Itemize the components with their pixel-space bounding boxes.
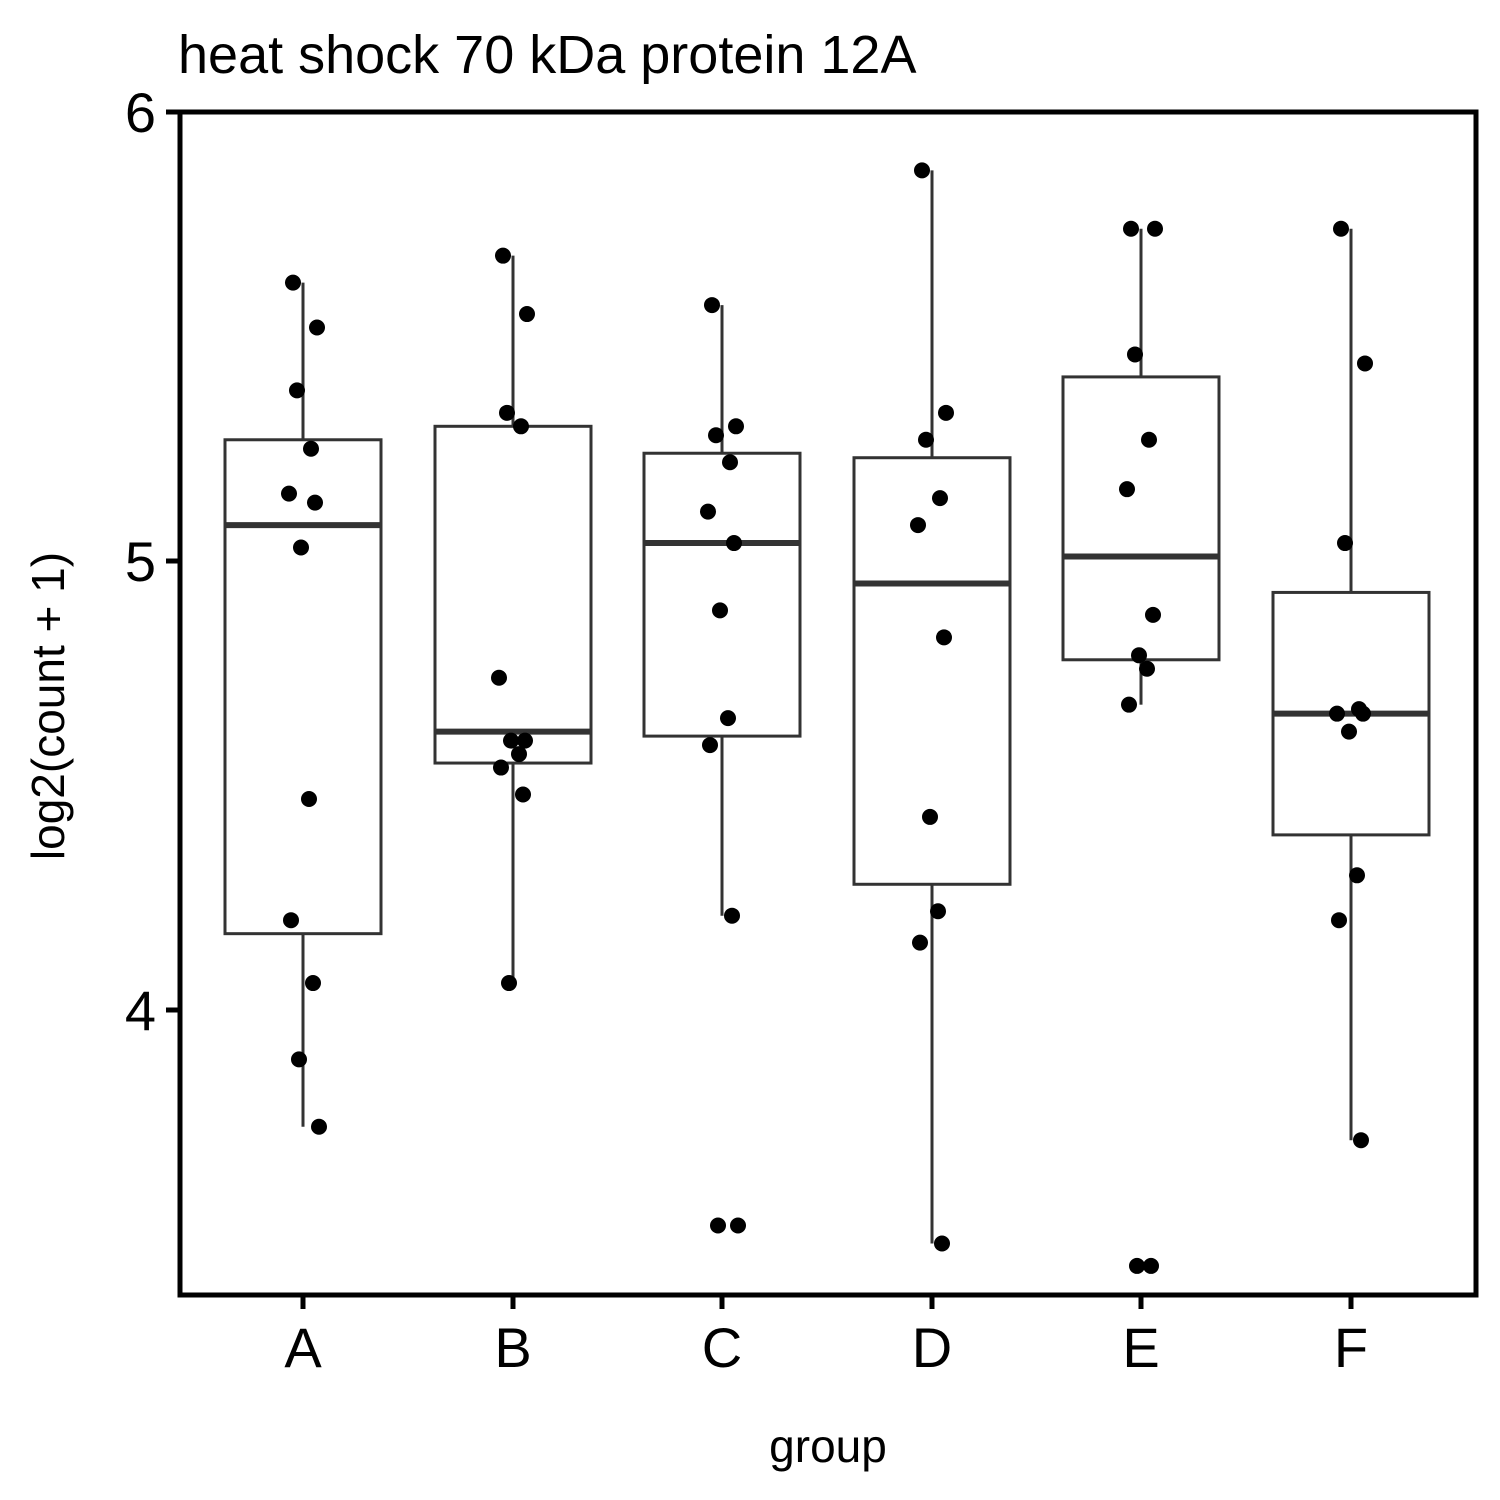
point-A-3 bbox=[289, 382, 305, 399]
point-E-1 bbox=[1123, 220, 1139, 237]
point-C-8 bbox=[720, 710, 736, 727]
point-B-2 bbox=[519, 306, 535, 323]
point-D-5 bbox=[910, 517, 926, 534]
point-D-1 bbox=[914, 162, 930, 179]
point-D-9 bbox=[912, 934, 928, 951]
point-D-8 bbox=[930, 903, 946, 920]
point-E-9 bbox=[1121, 696, 1137, 713]
point-C-9 bbox=[702, 737, 718, 754]
point-C-2 bbox=[728, 418, 744, 435]
y-axis: 4 5 6 bbox=[125, 81, 180, 1042]
point-C-12 bbox=[730, 1217, 746, 1234]
plot-area bbox=[223, 162, 1431, 1274]
point-F-1 bbox=[1333, 220, 1349, 237]
point-F-9 bbox=[1331, 912, 1347, 929]
box-A bbox=[223, 438, 383, 936]
point-C-11 bbox=[710, 1217, 726, 1234]
x-axis: A B C D E F bbox=[284, 1295, 1368, 1379]
point-E-4 bbox=[1141, 431, 1157, 448]
point-E-7 bbox=[1131, 647, 1147, 664]
point-A-7 bbox=[293, 539, 309, 556]
box-B bbox=[433, 424, 593, 765]
point-E-8 bbox=[1139, 660, 1155, 677]
x-tick-label-D: D bbox=[912, 1316, 952, 1379]
point-C-1 bbox=[704, 297, 720, 314]
y-tick-label-6: 6 bbox=[125, 81, 156, 144]
point-D-10 bbox=[934, 1235, 950, 1252]
x-tick-label-E: E bbox=[1122, 1316, 1159, 1379]
point-A-6 bbox=[307, 494, 323, 511]
point-F-7 bbox=[1341, 723, 1357, 740]
point-A-9 bbox=[283, 912, 299, 929]
point-E-2 bbox=[1147, 220, 1163, 237]
point-C-4 bbox=[722, 454, 738, 471]
point-A-4 bbox=[303, 440, 319, 457]
point-B-1 bbox=[495, 247, 511, 264]
point-E-3 bbox=[1127, 346, 1143, 363]
y-axis-title: log2(count + 1) bbox=[22, 552, 74, 860]
point-A-5 bbox=[281, 485, 297, 502]
point-B-11 bbox=[501, 975, 517, 992]
chart-title: heat shock 70 kDa protein 12A bbox=[178, 25, 916, 85]
point-F-8 bbox=[1349, 867, 1365, 884]
point-A-2 bbox=[309, 319, 325, 336]
x-tick-label-A: A bbox=[284, 1316, 322, 1379]
y-tick-label-5: 5 bbox=[125, 530, 156, 593]
point-A-11 bbox=[291, 1051, 307, 1068]
point-F-2 bbox=[1357, 355, 1373, 372]
point-A-8 bbox=[301, 790, 317, 807]
x-tick-label-B: B bbox=[494, 1316, 531, 1379]
point-B-6 bbox=[517, 732, 533, 749]
y-tick-label-4: 4 bbox=[125, 979, 156, 1042]
x-axis-title: group bbox=[769, 1420, 887, 1472]
point-C-7 bbox=[712, 602, 728, 619]
box-E bbox=[1061, 375, 1221, 662]
point-E-5 bbox=[1119, 481, 1135, 498]
point-D-4 bbox=[932, 490, 948, 507]
point-B-9 bbox=[493, 759, 509, 776]
point-E-10 bbox=[1143, 1257, 1159, 1274]
point-F-10 bbox=[1353, 1132, 1369, 1149]
x-tick-label-F: F bbox=[1334, 1316, 1368, 1379]
point-B-4 bbox=[513, 418, 529, 435]
point-C-3 bbox=[708, 427, 724, 444]
plot-panel-border bbox=[177, 109, 1479, 1298]
point-C-10 bbox=[724, 907, 740, 924]
point-E-6 bbox=[1145, 606, 1161, 623]
point-A-12 bbox=[311, 1118, 327, 1135]
point-F-3 bbox=[1337, 535, 1353, 552]
box-C bbox=[642, 451, 802, 738]
point-B-3 bbox=[499, 404, 515, 421]
point-B-5 bbox=[491, 669, 507, 686]
point-A-10 bbox=[305, 975, 321, 992]
point-B-10 bbox=[515, 786, 531, 803]
x-tick-label-C: C bbox=[702, 1316, 742, 1379]
point-D-6 bbox=[936, 629, 952, 646]
point-F-5 bbox=[1329, 705, 1345, 722]
point-F-6 bbox=[1355, 705, 1371, 722]
point-A-1 bbox=[285, 274, 301, 291]
point-B-7 bbox=[503, 732, 519, 749]
point-E-11 bbox=[1129, 1257, 1145, 1274]
point-D-2 bbox=[938, 404, 954, 421]
point-B-8 bbox=[511, 746, 527, 763]
point-D-3 bbox=[918, 431, 934, 448]
point-C-6 bbox=[726, 535, 742, 552]
point-D-7 bbox=[922, 808, 938, 825]
point-C-5 bbox=[700, 503, 716, 520]
